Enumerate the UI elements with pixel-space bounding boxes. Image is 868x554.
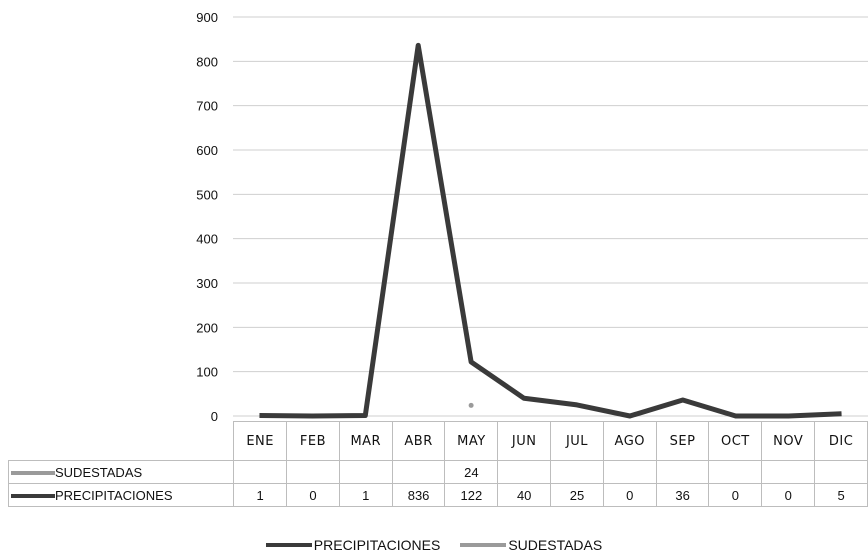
data-label-abr: 836 <box>391 483 446 507</box>
data-label-oct: 0 <box>708 483 763 507</box>
category-label-jun: JUN <box>497 421 552 461</box>
data-label-oct <box>708 460 763 484</box>
data-label-dic <box>814 460 868 484</box>
gridlines <box>233 16 868 417</box>
legend: PRECIPITACIONES SUDESTADAS <box>0 534 868 553</box>
data-point-sudestadas-may <box>468 402 474 408</box>
series-name: SUDESTADAS <box>55 464 143 480</box>
category-label-dic: DIC <box>814 421 868 461</box>
series-key-swatch <box>11 471 55 476</box>
data-label-mar <box>338 460 393 484</box>
category-label-may: MAY <box>444 421 499 461</box>
data-label-sep: 36 <box>655 483 710 507</box>
category-label-jul: JUL <box>550 421 604 461</box>
legend-swatch <box>460 543 507 547</box>
y-tick-label: 200 <box>196 320 218 335</box>
series-lines <box>259 42 842 419</box>
series-row-header: PRECIPITACIONES <box>7 483 235 507</box>
legend-entry-sudestadas: SUDESTADAS <box>460 537 602 553</box>
category-label-nov: NOV <box>761 421 816 461</box>
data-label-abr <box>391 460 446 484</box>
y-tick-label: 700 <box>196 99 218 114</box>
data-label-may: 122 <box>444 483 499 507</box>
table-row: PRECIPITACIONES 1 0 1 836 122 40 25 0 36 0 0 5 <box>7 483 868 507</box>
category-label-feb: FEB <box>286 421 340 461</box>
data-label-ene <box>233 460 288 484</box>
series-name: PRECIPITACIONES <box>55 487 173 503</box>
category-label-ene: ENE <box>233 421 288 461</box>
data-label-feb <box>286 460 340 484</box>
data-label-jul <box>550 460 604 484</box>
category-label-ago: AGO <box>602 421 657 461</box>
y-tick-label: 800 <box>196 54 218 69</box>
data-label-nov: 0 <box>761 483 816 507</box>
data-label-ago: 0 <box>602 483 657 507</box>
y-tick-label: 300 <box>196 276 218 291</box>
data-label-jun <box>497 460 552 484</box>
data-label-feb: 0 <box>286 483 340 507</box>
legend-swatch <box>265 543 312 547</box>
data-label-may: 24 <box>444 460 499 484</box>
data-label-ago <box>602 460 657 484</box>
data-label-mar: 1 <box>338 483 393 507</box>
y-tick-label: 100 <box>196 365 218 380</box>
y-tick-label: 0 <box>211 409 218 424</box>
series-line-precipitaciones <box>259 42 842 419</box>
y-tick-label: 400 <box>196 232 218 247</box>
legend-entry-precipitaciones: PRECIPITACIONES <box>265 537 441 553</box>
table-corner <box>8 421 235 461</box>
y-tick-label: 600 <box>196 143 218 158</box>
line-chart: 0 100 200 300 400 500 600 700 800 900 <box>196 10 868 424</box>
legend-label: PRECIPITACIONES <box>313 537 441 553</box>
category-label-sep: SEP <box>655 421 710 461</box>
data-label-ene: 1 <box>233 483 288 507</box>
y-tick-label: 900 <box>196 10 218 25</box>
series-key-swatch <box>11 494 55 499</box>
category-label-mar: MAR <box>338 421 393 461</box>
data-table: ENE FEB MAR ABR MAY JUN JUL AGO SEP OCT NOV DIC SUD… <box>7 421 868 507</box>
data-label-sep <box>655 460 710 484</box>
data-label-dic: 5 <box>814 483 868 507</box>
data-label-jul: 25 <box>550 483 604 507</box>
category-header-row: ENE FEB MAR ABR MAY JUN JUL AGO SEP OCT NOV DIC <box>8 421 868 461</box>
series-row-header: SUDESTADAS <box>7 460 235 484</box>
legend-label: SUDESTADAS <box>508 537 603 553</box>
category-label-abr: ABR <box>391 421 446 461</box>
y-axis-ticks: 0 100 200 300 400 500 600 700 800 900 <box>196 10 218 424</box>
table-row: SUDESTADAS 24 <box>7 460 868 484</box>
y-tick-label: 500 <box>196 187 218 202</box>
data-label-nov <box>761 460 816 484</box>
category-label-oct: OCT <box>708 421 763 461</box>
data-label-jun: 40 <box>497 483 552 507</box>
